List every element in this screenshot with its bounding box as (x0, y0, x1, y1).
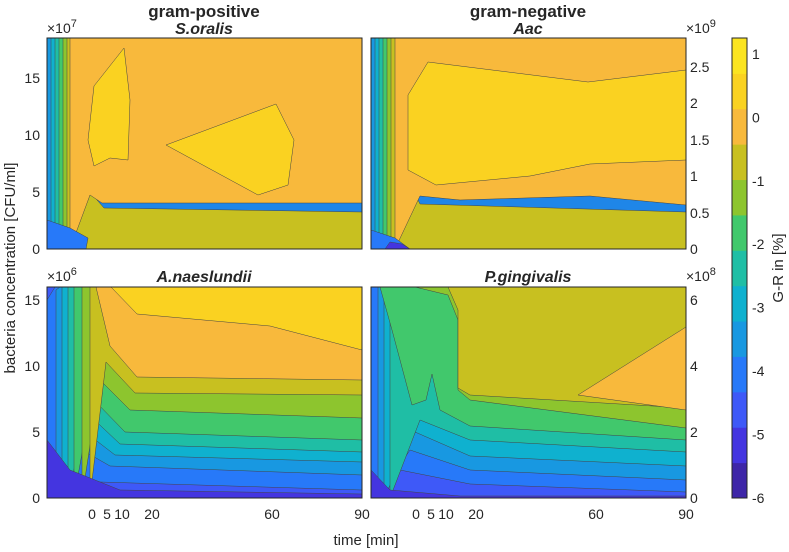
x-tick-label: 60 (264, 506, 280, 522)
colorbar-band (732, 73, 747, 110)
colorbar-tick-label: -6 (752, 490, 765, 506)
colorbar-band (732, 285, 747, 322)
colorbar-band (732, 427, 747, 464)
x-tick-label: 90 (678, 506, 694, 522)
contour-peak-s-oralis-a (87, 47, 131, 167)
column-title-gram-negative: gram-negative (470, 2, 586, 21)
colorbar-band (732, 108, 747, 145)
contour-low-p-gingivalis (371, 469, 686, 498)
panel-a-naeslundii: A.naeslundii 0 5 10 15 ×106 (24, 266, 363, 506)
y-ticks-s-oralis: 0 5 10 15 (24, 70, 40, 257)
y-tick-label: 15 (24, 292, 40, 308)
colorbar-band (732, 214, 747, 251)
x-tick-label: 5 (103, 506, 111, 522)
panel-aac: Aac 0 0.5 1 1.5 2 2.5 ×109 (370, 18, 716, 257)
y-multiplier-p-gingivalis: ×108 (686, 266, 716, 284)
y-tick-label: 0.5 (690, 205, 710, 221)
y-ticks-aac: 0 0.5 1 1.5 2 2.5 (690, 59, 710, 257)
x-tick-label: 10 (438, 506, 454, 522)
colorbar-band (732, 38, 747, 74)
axes-box-p-gingivalis (370, 286, 687, 499)
x-tick-label: 90 (354, 506, 370, 522)
x-tick-label: 60 (588, 506, 604, 522)
colorbar-tick-label: -2 (752, 236, 765, 252)
contour-peak-a-naeslundii (110, 287, 362, 351)
colorbar-band (732, 321, 747, 357)
axes-box-a-naeslundii (46, 286, 363, 499)
x-tick-label: 20 (468, 506, 484, 522)
panel-title-p-gingivalis: P.gingivalis (485, 269, 572, 286)
contour-field-s-oralis (47, 38, 362, 249)
y-tick-label: 1.5 (690, 132, 710, 148)
y-tick-label: 2.5 (690, 59, 710, 75)
colorbar-tick-label: -4 (752, 363, 765, 379)
contour-peak-p-gingivalis (577, 326, 686, 411)
colorbar-band (732, 391, 747, 428)
y-tick-label: 0 (690, 490, 698, 506)
y-multiplier-s-oralis: ×107 (47, 18, 77, 36)
y-tick-label: 10 (24, 358, 40, 374)
y-tick-label: 0 (32, 241, 40, 257)
x-tick-label: 20 (144, 506, 160, 522)
contour-low-a-naeslundii (47, 439, 362, 498)
y-tick-label: 2 (690, 95, 698, 111)
y-tick-label: 4 (690, 358, 698, 374)
colorbar-frame (731, 37, 748, 499)
colorbar-tick-label: 1 (752, 46, 760, 62)
colorbar-band (732, 144, 747, 181)
y-tick-label: 0 (32, 490, 40, 506)
axes-box-s-oralis (46, 37, 363, 250)
axes-box-aac (370, 37, 687, 250)
contour-low-s-oralis (47, 219, 89, 249)
panel-title-s-oralis: S.oralis (175, 21, 233, 38)
y-tick-label: 10 (24, 127, 40, 143)
colorbar-label: G-R in [%] (770, 233, 787, 302)
y-ticks-p-gingivalis: 0 2 4 6 (690, 292, 698, 506)
contour-field-aac (371, 38, 686, 249)
contour-peak-s-oralis-b (165, 103, 295, 196)
y-tick-label: 5 (32, 424, 40, 440)
contour-peak-aac (407, 61, 686, 186)
colorbar-tick-label: 0 (752, 109, 760, 125)
y-tick-label: 2 (690, 424, 698, 440)
colorbar-ticks: 1 0 -1 -2 -3 -4 -5 -6 (752, 46, 765, 506)
y-multiplier-a-naeslundii: ×106 (47, 266, 77, 284)
colorbar-band (732, 356, 747, 393)
x-tick-label: 5 (427, 506, 435, 522)
contour-field-a-naeslundii (47, 287, 362, 498)
colorbar-tick-label: -3 (752, 300, 765, 316)
panel-title-aac: Aac (512, 21, 542, 38)
y-multiplier-aac: ×109 (686, 18, 716, 36)
panel-p-gingivalis: P.gingivalis 0 2 4 6 ×108 (370, 266, 716, 506)
y-tick-label: 6 (690, 292, 698, 308)
y-tick-label: 1 (690, 168, 698, 184)
y-ticks-a-naeslundii: 0 5 10 15 (24, 292, 40, 506)
y-tick-label: 15 (24, 70, 40, 86)
contour-min-aac (384, 241, 411, 249)
colorbar-tick-label: -1 (752, 173, 765, 189)
panel-s-oralis: S.oralis 0 5 10 15 ×107 (24, 18, 363, 257)
x-tick-label: 10 (114, 506, 130, 522)
x-tick-label: 0 (412, 506, 420, 522)
y-tick-label: 0 (690, 241, 698, 257)
x-axis-label: time [min] (333, 532, 398, 549)
colorbar-band (732, 179, 747, 216)
colorbar-band (732, 250, 747, 287)
column-title-gram-positive: gram-positive (148, 2, 259, 21)
colorbar: 1 0 -1 -2 -3 -4 -5 -6 G-R in [%] (731, 37, 787, 506)
x-tick-label: 0 (88, 506, 96, 522)
contour-field-p-gingivalis (371, 287, 686, 498)
y-axis-label: bacteria concentration [CFU/ml] (2, 163, 19, 374)
panel-title-a-naeslundii: A.naeslundii (155, 269, 252, 286)
colorbar-band (732, 462, 747, 499)
y-tick-label: 5 (32, 184, 40, 200)
colorbar-tick-label: -5 (752, 427, 765, 443)
x-tick-labels: 0 5 10 20 60 90 0 5 10 20 60 90 (88, 506, 694, 522)
colorbar-bands (732, 38, 747, 499)
